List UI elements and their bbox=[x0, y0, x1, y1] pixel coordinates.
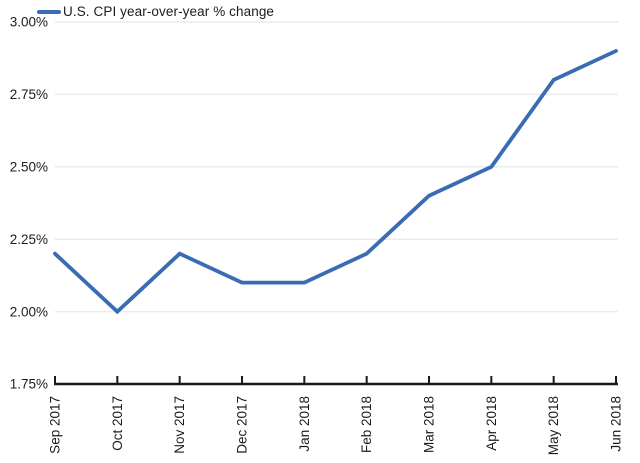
x-tick-label: Sep 2017 bbox=[48, 396, 63, 454]
y-tick-label: 3.00% bbox=[10, 15, 48, 30]
x-tick-label: Apr 2018 bbox=[484, 396, 499, 451]
chart-legend: U.S. CPI year-over-year % change bbox=[37, 4, 274, 19]
cpi-series-line bbox=[53, 49, 618, 315]
x-tick-label: Jun 2018 bbox=[609, 396, 624, 452]
legend-line-marker-icon bbox=[37, 9, 61, 14]
x-tick-label: Jan 2018 bbox=[297, 396, 312, 452]
x-tick-label: Mar 2018 bbox=[422, 396, 437, 453]
x-tick-label: Dec 2017 bbox=[235, 396, 250, 454]
y-tick-label: 2.75% bbox=[10, 87, 48, 102]
y-tick-label: 2.50% bbox=[10, 160, 48, 175]
x-tick-label: May 2018 bbox=[546, 396, 561, 455]
x-tick-label: Oct 2017 bbox=[110, 396, 125, 451]
x-tick-label: Nov 2017 bbox=[172, 396, 187, 454]
y-tick-label: 2.00% bbox=[10, 304, 48, 319]
legend-label: U.S. CPI year-over-year % change bbox=[63, 4, 275, 19]
y-tick-label: 1.75% bbox=[10, 377, 48, 392]
x-tick-label: Feb 2018 bbox=[359, 396, 374, 453]
y-tick-label: 2.25% bbox=[10, 232, 48, 247]
